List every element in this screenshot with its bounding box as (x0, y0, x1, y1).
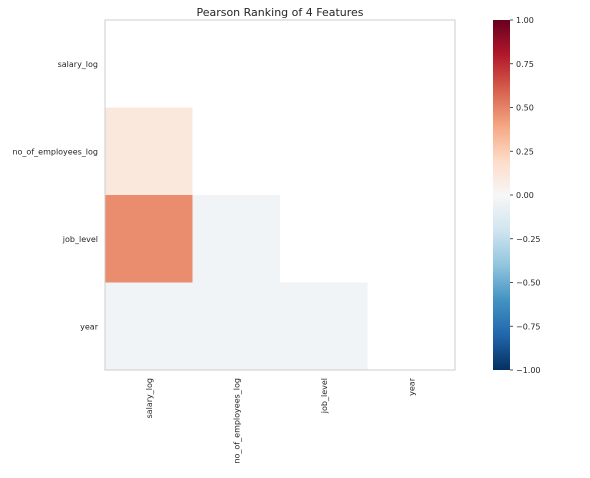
colorbar (493, 20, 510, 370)
plot-frame (104, 19, 456, 371)
x-tick-label: no_of_employees_log (232, 378, 241, 464)
colorbar-tick-label: −1.00 (516, 366, 541, 375)
x-tick-label: year (407, 377, 416, 396)
heatmap-cell-year-no_of_employees_log (192, 282, 280, 370)
colorbar-tick-label: 0.50 (516, 104, 534, 113)
heatmap-cell-year-job_level (280, 282, 368, 370)
colorbar-tick-label: 0.75 (516, 60, 534, 69)
colorbar-tick-label: −0.25 (516, 235, 541, 244)
colorbar-tick-label: 0.25 (516, 147, 534, 156)
colorbar-tick-label: −0.75 (516, 322, 541, 331)
x-tick-label: job_level (320, 378, 329, 414)
heatmap-cell-job_level-salary_log (105, 195, 193, 283)
heatmap-cell-year-salary_log (105, 282, 193, 370)
colorbar-tick-label: −0.50 (516, 279, 541, 288)
heatmap-cells (105, 107, 368, 370)
heatmap-cell-job_level-no_of_employees_log (192, 195, 280, 283)
colorbar-tick-label: 0.00 (516, 191, 534, 200)
heatmap-cell-no_of_employees_log-salary_log (105, 107, 193, 195)
x-tick-labels: salary_log no_of_employees_log job_level ye… (145, 377, 417, 463)
chart-title: Pearson Ranking of 4 Features (196, 6, 363, 19)
x-tick-label: salary_log (145, 378, 154, 418)
y-tick-label: no_of_employees_log (12, 147, 98, 156)
y-tick-label: year (80, 322, 99, 331)
colorbar-tick-label: 1.00 (516, 16, 534, 25)
colorbar-ticks: 1.00 0.75 0.50 0.25 0.00 −0.25 −0.50 −0.75 −1.00 (510, 16, 541, 375)
y-tick-label: salary_log (58, 60, 98, 69)
y-tick-label: job_level (62, 235, 98, 244)
y-tick-labels: salary_log no_of_employees_log job_levelye… (12, 60, 98, 332)
